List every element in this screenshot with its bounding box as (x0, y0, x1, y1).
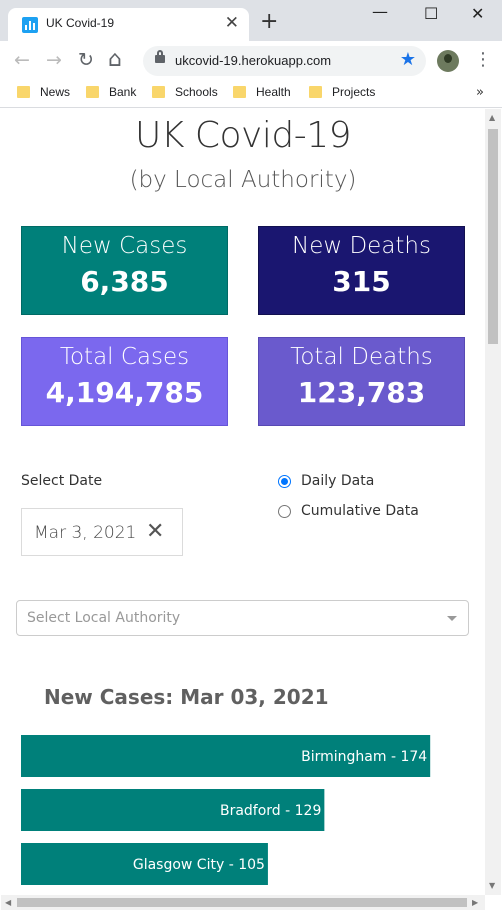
profile-avatar[interactable] (437, 50, 459, 72)
bar-label: Bradford - 129 (220, 803, 321, 819)
new-cases-bar-chart: New Cases: Mar 03, 2021 Birmingham - 174… (21, 685, 431, 885)
radio-cumulative-indicator[interactable] (278, 504, 291, 518)
scroll-right-arrow-icon[interactable]: ▶ (472, 898, 479, 907)
minimize-icon[interactable]: — (372, 2, 388, 21)
clear-date-icon[interactable]: ✕ (146, 519, 165, 544)
scroll-left-arrow-icon[interactable]: ◀ (5, 898, 12, 907)
folder-icon (152, 86, 165, 98)
card-value: 4,194,785 (45, 376, 204, 409)
card-label: Total Deaths (290, 344, 433, 370)
chart-title: New Cases: Mar 03, 2021 (44, 685, 329, 709)
home-icon[interactable]: ⌂ (108, 47, 122, 72)
bookmarks-bar: News Bank Schools Health Projects » (0, 81, 502, 108)
new-tab-button[interactable]: + (260, 9, 279, 34)
tab-close-icon[interactable]: ✕ (224, 13, 239, 33)
radio-cumulative-data[interactable]: Cumulative Data (278, 503, 419, 519)
bookmark-projects[interactable]: Projects (309, 85, 375, 99)
new-deaths-card: New Deaths 315 (258, 226, 465, 315)
bookmark-star-icon[interactable]: ★ (399, 49, 416, 70)
radio-daily-indicator[interactable] (278, 474, 291, 488)
horizontal-scrollbar[interactable]: ◀ ▶ (1, 895, 485, 910)
folder-icon (17, 86, 30, 98)
url-text: ukcovid-19.herokuapp.com (175, 53, 332, 68)
bookmarks-more-icon[interactable]: » (476, 85, 484, 100)
folder-icon (309, 86, 322, 98)
radio-daily-data[interactable]: Daily Data (278, 473, 374, 489)
page-title: UK Covid-19 (134, 115, 352, 156)
bookmark-health[interactable]: Health (233, 85, 291, 99)
bar-label: Glasgow City - 105 (133, 857, 265, 873)
browser-titlebar: UK Covid-19 ✕ + — ☐ ✕ (0, 0, 502, 41)
tab-title: UK Covid-19 (46, 16, 115, 30)
maximize-icon[interactable]: ☐ (424, 4, 439, 23)
bar-bradford[interactable] (21, 789, 325, 831)
bookmark-news[interactable]: News (17, 85, 70, 99)
folder-icon (86, 86, 99, 98)
new-cases-card: New Cases 6,385 (21, 226, 228, 315)
folder-icon (233, 86, 246, 98)
vertical-scroll-thumb[interactable] (488, 129, 498, 344)
bookmark-bank[interactable]: Bank (86, 85, 136, 99)
horizontal-scroll-thumb[interactable] (17, 898, 467, 907)
card-label: New Cases (61, 233, 188, 259)
select-date-label: Select Date (21, 473, 103, 489)
total-cases-card: Total Cases 4,194,785 (21, 337, 228, 426)
date-picker[interactable]: Mar 3, 2021 ✕ (21, 508, 183, 556)
lock-icon (155, 50, 165, 63)
page-viewport: UK Covid-19 (by Local Authority) New Cas… (1, 109, 485, 895)
browser-toolbar: ← → ↻ ⌂ ukcovid-19.herokuapp.com ★ ⋮ (0, 41, 502, 81)
date-picker-value: Mar 3, 2021 (34, 523, 137, 543)
forward-icon[interactable]: → (46, 49, 62, 71)
card-value: 6,385 (80, 265, 169, 298)
card-value: 123,783 (297, 376, 426, 409)
chevron-down-icon[interactable] (447, 616, 457, 621)
card-label: New Deaths (291, 233, 431, 259)
browser-menu-icon[interactable]: ⋮ (474, 49, 492, 70)
scroll-down-arrow-icon[interactable]: ▼ (489, 881, 496, 890)
bar-birmingham[interactable] (21, 735, 431, 777)
scroll-up-arrow-icon[interactable]: ▲ (489, 113, 496, 122)
card-label: Total Cases (59, 344, 190, 370)
address-bar[interactable]: ukcovid-19.herokuapp.com ★ (143, 46, 426, 76)
radio-daily-label: Daily Data (301, 473, 375, 489)
radio-cumulative-label: Cumulative Data (301, 503, 419, 519)
local-authority-placeholder: Select Local Authority (27, 610, 181, 626)
bar-label: Birmingham - 174 (301, 749, 427, 765)
card-value: 315 (332, 265, 391, 298)
local-authority-select[interactable]: Select Local Authority (16, 600, 469, 636)
bookmark-schools[interactable]: Schools (152, 85, 218, 99)
chart-favicon-icon (22, 17, 38, 33)
vertical-scrollbar[interactable]: ▲ ▼ (485, 109, 501, 895)
page-subtitle: (by Local Authority) (129, 167, 357, 193)
bar-glasgow-city[interactable] (21, 843, 268, 885)
browser-tab[interactable]: UK Covid-19 ✕ (8, 8, 249, 41)
reload-icon[interactable]: ↻ (78, 49, 94, 71)
window-close-icon[interactable]: ✕ (471, 4, 485, 23)
back-icon[interactable]: ← (14, 49, 30, 71)
total-deaths-card: Total Deaths 123,783 (258, 337, 465, 426)
